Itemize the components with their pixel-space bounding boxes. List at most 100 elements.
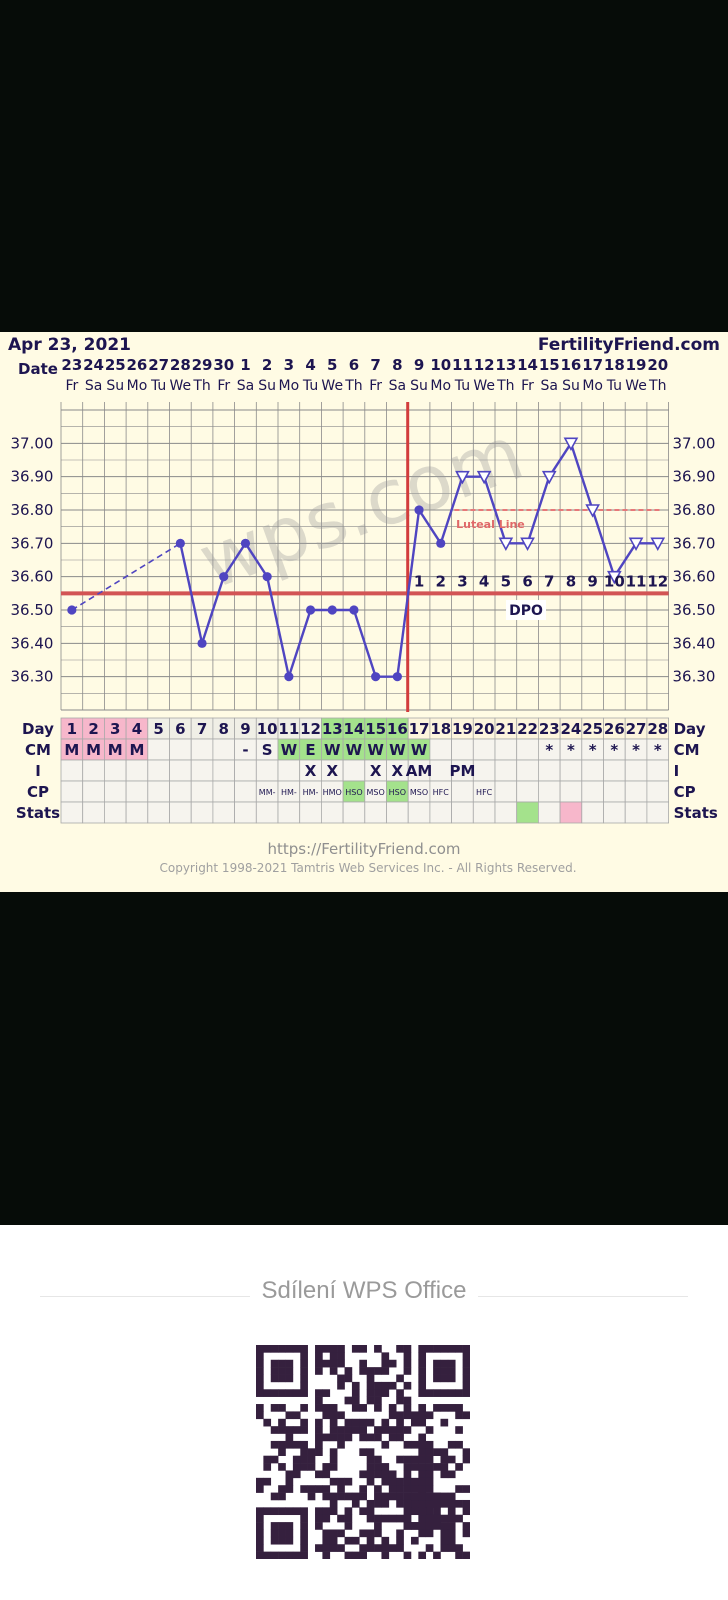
qr-module (388, 1404, 397, 1412)
table-cell (82, 780, 105, 803)
dpo-number: 4 (479, 572, 489, 590)
qr-module (315, 1367, 323, 1375)
qr-module (447, 1367, 456, 1375)
qr-module (381, 1499, 390, 1508)
qr-module (455, 1404, 463, 1412)
table-cell (190, 738, 214, 761)
qr-module (263, 1389, 272, 1397)
cm-row-value: E (305, 741, 315, 759)
table-cell (255, 759, 279, 782)
temperature-point-triangle (520, 537, 535, 552)
qr-module (418, 1411, 427, 1420)
qr-module (285, 1389, 294, 1397)
qr-module (351, 1345, 360, 1353)
qr-module (418, 1470, 427, 1479)
qr-module (285, 1433, 294, 1442)
table-cell (125, 801, 149, 824)
cm-row-value: W (411, 741, 428, 759)
qr-module (359, 1544, 367, 1552)
qr-module (263, 1418, 272, 1427)
qr-module (278, 1463, 286, 1471)
qr-module (278, 1440, 286, 1449)
row-label-right-stats-row: Stats (674, 804, 718, 822)
qr-module (440, 1536, 449, 1545)
divider-left (40, 1296, 250, 1297)
date-label: 2 (262, 356, 272, 374)
temperature-point (392, 672, 402, 682)
qr-module (337, 1411, 345, 1420)
qr-module (285, 1440, 294, 1449)
table-cell (234, 759, 257, 782)
qr-module (455, 1544, 463, 1552)
qr-module (307, 1492, 316, 1501)
qr-module (322, 1485, 331, 1493)
qr-module (292, 1426, 301, 1434)
row-label-stats-row: Stats (16, 804, 60, 822)
qr-module (322, 1492, 331, 1501)
table-cell (472, 738, 496, 761)
cm-row-value: W (324, 741, 341, 759)
day-row-value: 5 (153, 720, 163, 738)
table-cell (538, 759, 561, 782)
qr-module (292, 1440, 301, 1449)
chart-date-title: Apr 23, 2021 (8, 335, 131, 355)
qr-module (329, 1367, 338, 1375)
qr-module (418, 1455, 427, 1464)
temperature-point (327, 605, 337, 615)
day-row-value: 18 (430, 720, 451, 738)
table-cell (60, 801, 84, 824)
weekday-label: Su (258, 378, 276, 394)
qr-module (462, 1522, 471, 1530)
row-label-cm-row: CM (25, 741, 51, 759)
qr-module (396, 1529, 404, 1538)
qr-module (322, 1404, 331, 1412)
weekday-label: Fr (217, 378, 230, 394)
day-row-value: 9 (240, 720, 250, 738)
qr-module (322, 1514, 331, 1523)
qr-module (425, 1463, 434, 1471)
qr-module (418, 1345, 427, 1353)
qr-module (462, 1359, 471, 1368)
qr-module (278, 1529, 286, 1538)
qr-module (374, 1426, 382, 1434)
qr-module (388, 1470, 397, 1479)
qr-module (447, 1345, 456, 1353)
row-label-day-row: Day (22, 720, 54, 738)
qr-module (256, 1536, 264, 1545)
qr-module (381, 1470, 390, 1479)
day-row-value: 26 (604, 720, 625, 738)
day-row-value: 4 (132, 720, 142, 738)
qr-module (300, 1374, 308, 1383)
qr-module (374, 1514, 382, 1523)
qr-module (418, 1463, 427, 1471)
qr-module (366, 1514, 375, 1523)
qr-module (270, 1374, 279, 1383)
qr-module (418, 1499, 427, 1508)
qr-module (315, 1448, 323, 1456)
qr-module (425, 1544, 434, 1552)
table-cell (190, 759, 214, 782)
qr-module (351, 1536, 360, 1545)
qr-module (403, 1485, 412, 1493)
temperature-line (439, 476, 464, 544)
cp-row-value: HMO (323, 788, 342, 797)
qr-module (433, 1499, 441, 1508)
qr-module (462, 1352, 471, 1361)
temperature-line (352, 609, 377, 678)
chart-canvas: wps.com Apr 23, 2021 FertilityFriend.comD… (8, 335, 720, 875)
qr-module (418, 1404, 427, 1412)
qr-module (396, 1411, 404, 1420)
qr-code-icon[interactable] (256, 1345, 471, 1560)
cp-row-value: HFC (476, 788, 493, 797)
dpo-number: 5 (501, 572, 511, 590)
qr-module (403, 1359, 412, 1368)
weekday-label: Mo (430, 378, 451, 394)
qr-module (300, 1551, 308, 1560)
qr-module (278, 1492, 286, 1501)
weekday-label: Tu (302, 378, 318, 394)
day-row-value: 11 (278, 720, 299, 738)
y-tick-label-left: 36.30 (11, 668, 54, 686)
qr-module (329, 1477, 338, 1486)
qr-module (278, 1374, 286, 1383)
table-cell (429, 759, 452, 782)
